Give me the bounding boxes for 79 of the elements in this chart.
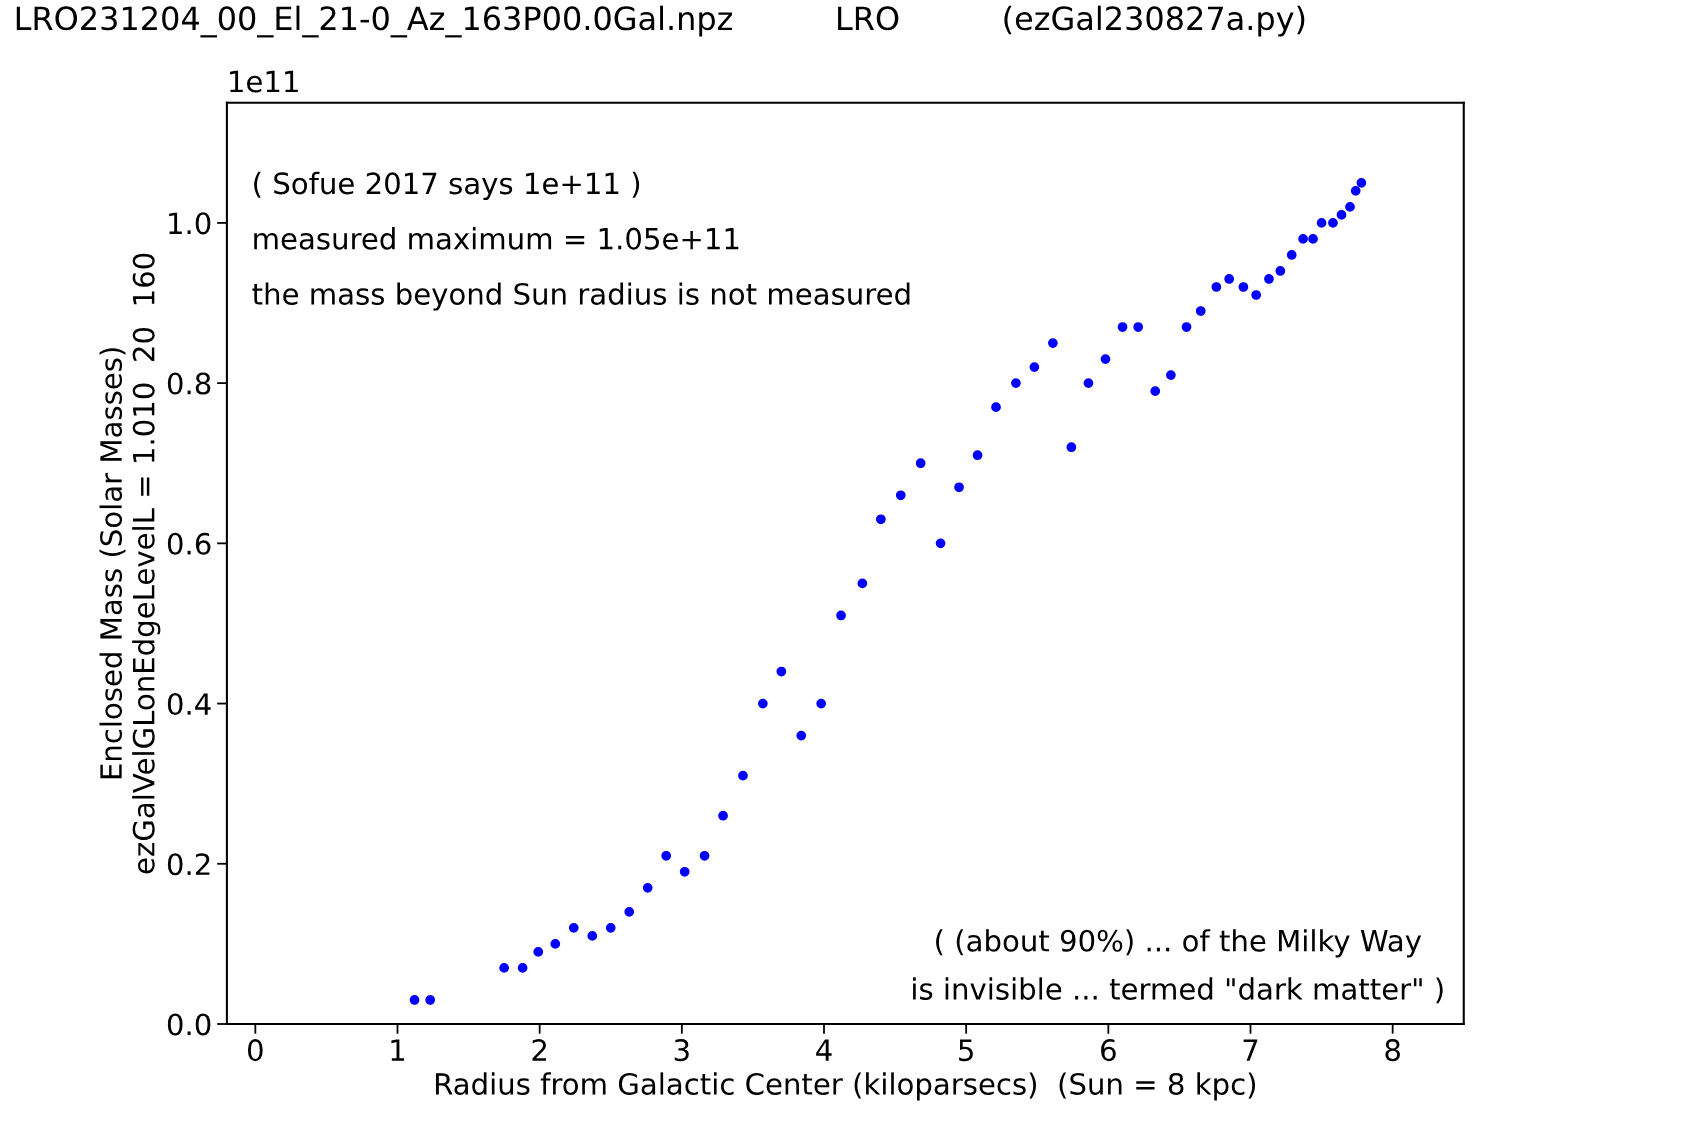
point (533, 947, 544, 957)
point (1316, 218, 1327, 228)
point (1336, 210, 1347, 220)
x-tick-label: 0 (247, 1039, 263, 1062)
point (1048, 338, 1058, 348)
point (587, 931, 598, 941)
y-tick-label: 0.8 (167, 372, 211, 395)
point (895, 490, 906, 501)
x-tick-label: 6 (1101, 1039, 1116, 1062)
x-tick-label: 7 (1243, 1039, 1258, 1061)
x-tick-label: 8 (1385, 1039, 1400, 1062)
point (991, 402, 1001, 413)
point (1345, 202, 1355, 212)
y-axis-title: Enclosed Mass (Solar Masses) ezGalVelGLonEdgeLevelL = 1.010 20 160 (99, 253, 161, 874)
point (1251, 290, 1262, 300)
point (642, 882, 653, 893)
annotation: measured maximum = 1.05e+11 (254, 227, 739, 250)
point (1275, 266, 1286, 276)
point (1195, 306, 1206, 316)
point (1117, 322, 1128, 332)
annotation: ( Sofue 2017 says 1e+11 ) (254, 171, 640, 201)
point (679, 866, 690, 877)
y-tick-label: 1.0 (169, 212, 211, 235)
point (776, 666, 787, 677)
point (1356, 177, 1367, 188)
point (699, 850, 710, 861)
point (1100, 354, 1111, 364)
point (972, 450, 983, 461)
point (1133, 322, 1144, 332)
point (517, 963, 528, 973)
y-tick-label: 0.6 (167, 532, 211, 555)
point (499, 963, 509, 973)
y-tick-label: 0.2 (167, 853, 210, 876)
point (1066, 442, 1077, 453)
point (624, 906, 635, 917)
point (1328, 218, 1338, 228)
point (1150, 386, 1161, 396)
point (1166, 370, 1176, 380)
point (836, 610, 846, 621)
point (1238, 282, 1249, 292)
point (1308, 234, 1318, 244)
point (857, 578, 868, 589)
x-tick-label: 5 (959, 1039, 973, 1062)
point (1350, 185, 1361, 196)
point (876, 514, 886, 525)
point (1298, 234, 1308, 244)
point (816, 698, 827, 709)
point (1211, 282, 1222, 292)
point (1029, 362, 1040, 372)
point (1264, 274, 1274, 284)
text: 1e11 (230, 70, 298, 93)
x-axis-title: Radius from Galactic Center (kiloparsecs) (Sun = 8 kpc) (435, 1072, 1256, 1101)
point (935, 538, 946, 549)
x-tick-label: 2 (532, 1039, 547, 1061)
y-tick-label: 0.4 (167, 693, 211, 716)
point (425, 995, 436, 1005)
point (1083, 378, 1094, 388)
point (796, 730, 807, 741)
x-tick-label: 4 (816, 1039, 832, 1061)
x-tick-label: 1 (391, 1039, 405, 1061)
x-tick-label: 3 (674, 1039, 689, 1062)
point (409, 995, 420, 1005)
point (915, 458, 926, 469)
point (550, 939, 561, 949)
annotation: ( (about 90%) ... of the Milky Way is invisible ... termed "dark matter" ) (913, 929, 1443, 1004)
point (1011, 378, 1021, 388)
point (718, 810, 728, 821)
annotation: the mass beyond Sun radius is not measured (252, 282, 910, 311)
point (954, 482, 964, 493)
point (758, 698, 768, 709)
point (738, 770, 748, 781)
y-tick-label: 0.0 (167, 1013, 211, 1036)
point (1224, 274, 1235, 284)
point (661, 850, 672, 861)
point (1181, 322, 1192, 332)
point (1286, 250, 1297, 260)
point (605, 923, 616, 933)
chart-title: LRO231204_00_El_21-0_Az_163P00.0Gal.npz LRO (ezGal230827a.py) (16, 5, 1305, 38)
point (568, 923, 579, 933)
